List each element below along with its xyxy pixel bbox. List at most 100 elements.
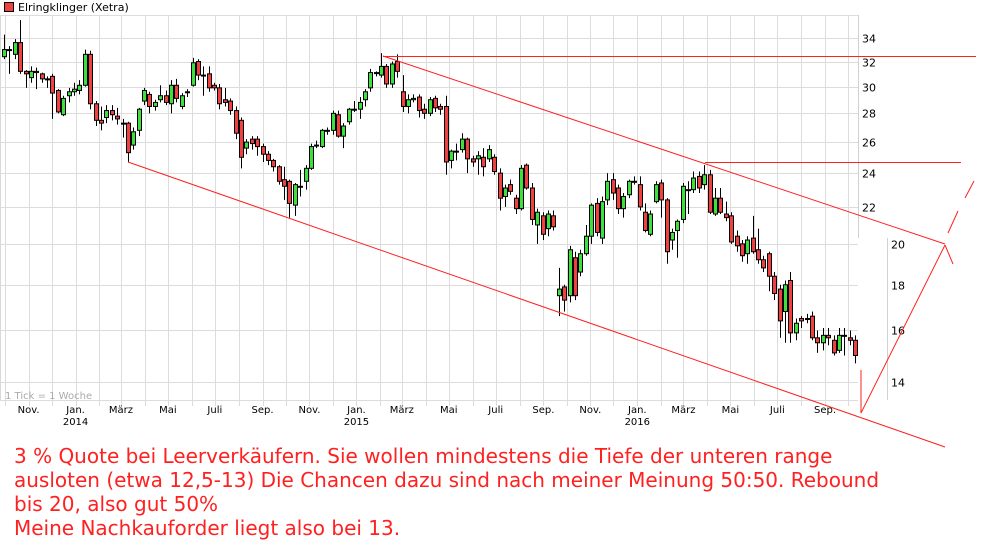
chart-legend: Elringklinger (Xetra) <box>4 0 129 14</box>
candle <box>848 330 853 346</box>
candle-body <box>287 180 292 204</box>
candle-body <box>686 189 691 192</box>
candle-body <box>465 138 470 160</box>
y-tick-label: 24 <box>862 168 876 181</box>
candle-body <box>185 91 190 94</box>
candle <box>212 82 217 91</box>
x-year-label: 2015 <box>344 417 369 428</box>
candle-body <box>67 91 72 97</box>
candle-body <box>45 78 50 81</box>
x-tick-label: Mai <box>440 405 458 416</box>
x-tick-label: Jan. <box>627 405 647 416</box>
candle <box>83 49 88 87</box>
candle <box>266 151 271 166</box>
candle-body <box>255 138 260 148</box>
grid <box>0 15 858 406</box>
candle <box>422 103 427 119</box>
candle-body <box>729 215 734 243</box>
candle <box>358 97 363 119</box>
candle-body <box>654 184 659 203</box>
candle <box>309 143 314 170</box>
candle <box>29 66 34 83</box>
candle-body <box>454 150 459 153</box>
candle-body <box>611 179 616 194</box>
candle-body <box>815 337 820 344</box>
candle-body <box>153 101 158 107</box>
candle-body <box>783 284 788 313</box>
candle-body <box>562 286 567 301</box>
candle-body <box>476 155 481 160</box>
candle <box>444 95 449 175</box>
candle <box>99 106 104 131</box>
candle <box>573 251 578 301</box>
candle <box>729 212 734 244</box>
candle-body <box>228 100 233 112</box>
candle <box>320 128 325 149</box>
candle-body <box>180 95 185 107</box>
candle <box>438 103 443 115</box>
candle-body <box>578 253 583 273</box>
candle <box>503 184 508 207</box>
candle <box>799 316 804 329</box>
candle-body <box>126 122 131 154</box>
candle <box>24 70 29 88</box>
candle-body <box>524 164 529 189</box>
candle-body <box>374 72 379 75</box>
candle-body <box>331 112 336 131</box>
candle <box>201 66 206 96</box>
candle-body <box>121 122 126 125</box>
y-tick-label: 32 <box>862 57 876 70</box>
candle-body <box>724 213 729 219</box>
candle <box>88 50 93 110</box>
candle <box>180 93 185 110</box>
candle <box>659 179 664 218</box>
candle <box>837 328 842 353</box>
candle <box>627 179 632 199</box>
candle <box>298 169 303 197</box>
candle-body <box>298 185 303 188</box>
y-tick-labels: 34 32 30 28 26 24 22 20 18 16 14 <box>862 33 905 390</box>
trend-annotations <box>127 55 976 448</box>
candle-body <box>826 334 831 339</box>
candle-body <box>24 70 29 75</box>
candle <box>761 255 766 273</box>
candle-body <box>131 131 136 146</box>
dashed-projection-2 <box>964 180 975 199</box>
candle-body <box>535 211 540 226</box>
candle <box>498 168 503 211</box>
candle-body <box>788 279 793 334</box>
candle <box>600 196 605 244</box>
candle <box>832 335 837 356</box>
y-tick-label: 30 <box>862 82 876 95</box>
candle-body <box>600 201 605 239</box>
candle <box>185 89 190 98</box>
candle-body <box>740 243 745 257</box>
candle <box>708 169 713 215</box>
candle <box>50 73 55 119</box>
annotation-line-2: ausloten (etwa 12,5-13) Die Chancen dazu… <box>14 468 880 492</box>
candle-body <box>325 129 330 132</box>
candle <box>401 75 406 112</box>
candle <box>740 240 745 262</box>
candle-body <box>88 53 93 105</box>
candle <box>341 123 346 149</box>
candle-body <box>519 167 524 210</box>
candle-body <box>271 159 276 168</box>
candle <box>842 328 847 356</box>
candle <box>578 249 583 277</box>
candle <box>460 133 465 153</box>
candle <box>147 91 152 114</box>
candle <box>304 165 309 190</box>
candle-body <box>384 65 389 85</box>
candle <box>756 228 761 264</box>
candle <box>826 328 831 346</box>
interval-note: 1 Tick = 1 Woche <box>5 391 92 402</box>
candle-body <box>395 61 400 72</box>
candle <box>428 97 433 117</box>
candle <box>616 184 621 215</box>
candle <box>621 193 626 218</box>
candle-body <box>40 73 45 80</box>
candle <box>810 311 815 341</box>
candle-body <box>471 158 476 163</box>
candle-body <box>514 197 519 210</box>
